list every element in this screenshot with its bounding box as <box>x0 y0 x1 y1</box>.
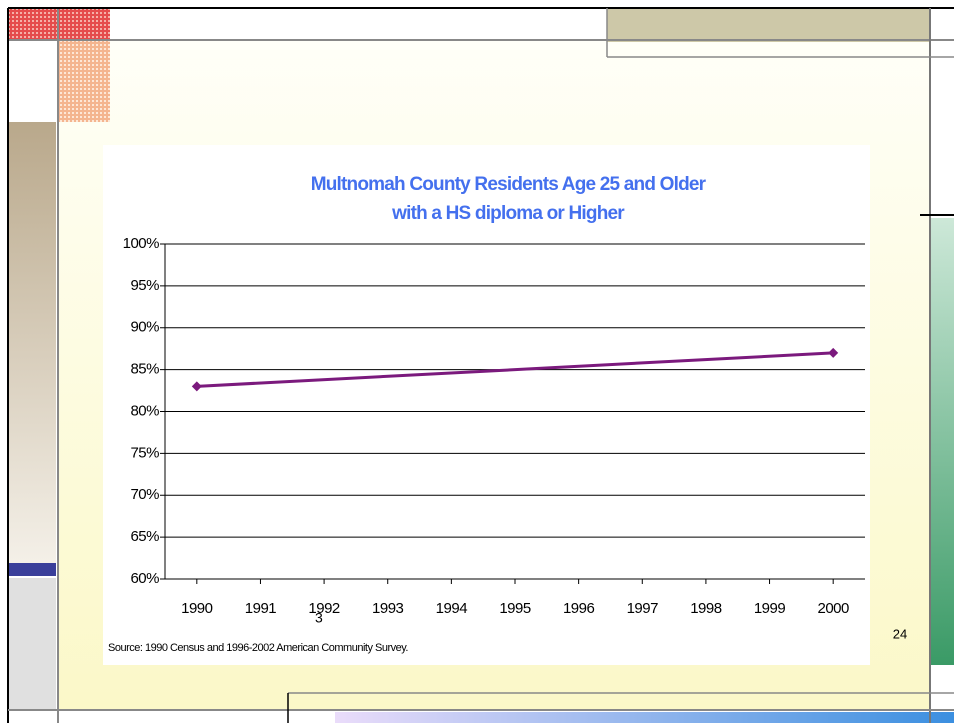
decoration <box>7 7 954 723</box>
y-tick-label: 95% <box>130 277 159 294</box>
y-tick-label: 60% <box>130 570 159 587</box>
x-tick-label: 1992 <box>308 600 340 617</box>
page-number: 24 <box>893 626 907 641</box>
x-tick-label: 1994 <box>436 600 468 617</box>
x-tick-label: 1991 <box>245 600 277 617</box>
x-tick-label: 1993 <box>372 600 404 617</box>
x-tick-label: 1995 <box>499 600 531 617</box>
chart-title: Multnomah County Residents Age 25 and Ol… <box>311 174 707 195</box>
y-tick-label: 85% <box>130 361 159 378</box>
y-tick-label: 70% <box>130 486 159 503</box>
x-tick-label: 1996 <box>563 600 595 617</box>
y-tick-label: 100% <box>123 235 160 252</box>
source-note: Source: 1990 Census and 1996-2002 Americ… <box>108 642 408 654</box>
x-tick-label: 2000 <box>817 600 849 617</box>
x-tick-label: 1998 <box>690 600 722 617</box>
x-tick-label: 1997 <box>627 600 659 617</box>
stray-label: 3 <box>315 610 323 626</box>
data-line <box>196 351 834 388</box>
chart-subtitle: with a HS diploma or Higher <box>391 203 625 224</box>
y-tick-label: 90% <box>130 319 159 336</box>
y-tick-label: 65% <box>130 528 159 545</box>
y-tick-label: 75% <box>130 444 159 461</box>
data-point <box>828 347 839 358</box>
x-tick-label: 1999 <box>754 600 786 617</box>
x-tick-label: 1990 <box>181 600 213 617</box>
data-point <box>191 381 202 392</box>
y-tick-label: 80% <box>130 402 159 419</box>
